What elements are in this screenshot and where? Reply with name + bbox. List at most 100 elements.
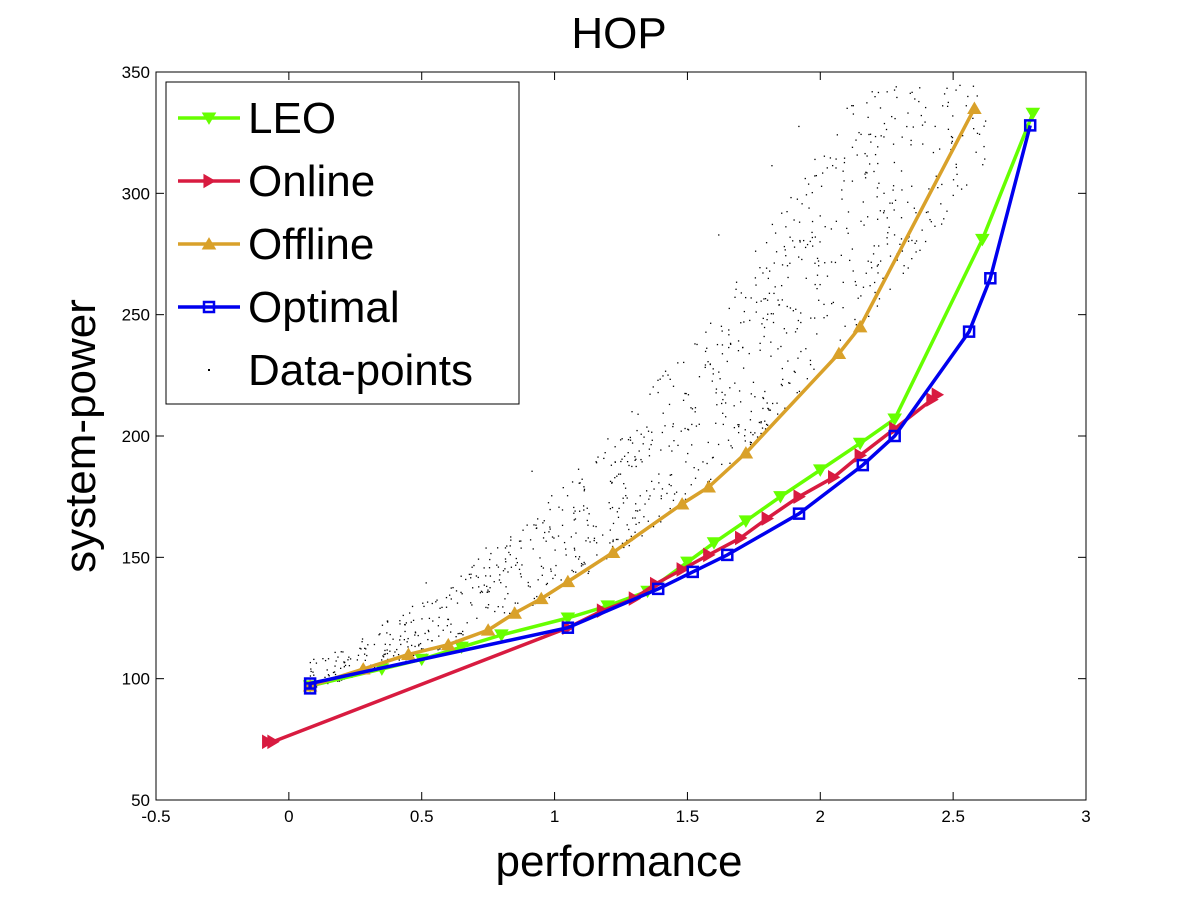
data-point <box>536 595 538 598</box>
data-point <box>684 493 686 495</box>
data-point <box>519 573 522 575</box>
data-point <box>476 617 478 619</box>
data-point <box>587 537 589 539</box>
data-point <box>662 412 664 414</box>
data-point <box>698 423 700 425</box>
data-point <box>959 84 961 87</box>
data-point <box>814 236 816 238</box>
data-point <box>952 179 955 181</box>
data-point <box>885 128 888 131</box>
data-point <box>660 521 662 523</box>
data-point <box>715 422 717 424</box>
data-point <box>876 265 878 267</box>
data-point <box>597 456 599 458</box>
data-point <box>822 172 824 174</box>
data-point <box>896 96 898 99</box>
data-point <box>920 114 922 117</box>
data-point <box>744 440 746 442</box>
data-point <box>693 467 695 469</box>
y-tick-label: 100 <box>122 670 150 689</box>
series-optimal <box>303 119 1037 695</box>
data-point <box>549 508 551 511</box>
data-point <box>611 481 613 484</box>
data-point <box>687 452 689 455</box>
data-point <box>462 630 464 633</box>
data-point <box>760 421 762 423</box>
data-point <box>573 512 575 514</box>
data-point <box>609 480 612 483</box>
data-point <box>563 541 566 544</box>
data-point <box>814 317 816 319</box>
data-point <box>526 524 528 526</box>
data-point <box>729 387 731 389</box>
data-point <box>442 629 444 631</box>
data-point <box>858 131 860 134</box>
legend-item-online: Online <box>178 157 375 206</box>
series-point-leo <box>454 641 469 654</box>
series-point-offline <box>533 591 549 605</box>
data-point <box>310 670 312 673</box>
data-point <box>439 648 441 650</box>
data-point <box>577 468 580 470</box>
data-point <box>418 645 420 647</box>
data-point <box>460 632 462 635</box>
data-point <box>478 586 480 588</box>
data-point <box>460 591 462 594</box>
data-point <box>889 202 891 204</box>
data-point <box>638 450 640 452</box>
data-point <box>649 495 651 497</box>
data-point <box>780 284 783 287</box>
data-point <box>808 207 810 209</box>
data-point <box>765 267 768 269</box>
data-point <box>770 313 772 315</box>
data-point <box>824 226 826 228</box>
data-point <box>426 601 429 603</box>
data-point <box>570 536 573 538</box>
data-point <box>766 299 769 301</box>
data-point <box>611 506 614 509</box>
data-point <box>507 592 509 595</box>
series-point-optimal <box>651 582 665 596</box>
data-point <box>796 328 798 330</box>
data-point <box>404 623 406 626</box>
data-point <box>389 633 391 636</box>
data-point <box>667 374 669 376</box>
data-point <box>878 182 880 184</box>
data-point <box>583 488 586 491</box>
data-point <box>771 223 774 226</box>
data-point <box>672 423 674 425</box>
data-point <box>710 322 712 324</box>
data-point <box>367 644 369 646</box>
data-point <box>459 632 461 635</box>
data-point <box>767 424 769 426</box>
data-point <box>672 499 675 502</box>
data-point <box>807 183 810 185</box>
data-point <box>529 586 531 588</box>
series-point-leo <box>852 437 868 451</box>
data-point <box>740 292 742 294</box>
data-point <box>445 606 448 608</box>
data-point <box>579 482 581 484</box>
data-point <box>414 645 416 648</box>
data-point <box>886 217 888 219</box>
data-point <box>762 397 765 400</box>
data-point <box>750 393 752 395</box>
data-point <box>595 542 598 544</box>
data-point <box>660 495 663 497</box>
data-point <box>877 146 879 148</box>
data-point <box>886 91 888 93</box>
data-point <box>624 487 627 489</box>
data-point <box>490 552 492 555</box>
data-point <box>712 368 714 370</box>
data-point <box>952 194 954 197</box>
data-point <box>839 339 842 341</box>
data-point <box>473 564 475 567</box>
data-point <box>660 497 662 500</box>
data-point <box>857 297 859 299</box>
data-point <box>450 623 452 625</box>
data-point <box>553 537 555 539</box>
data-point <box>586 519 588 522</box>
data-point <box>632 517 634 519</box>
data-point <box>846 107 848 109</box>
